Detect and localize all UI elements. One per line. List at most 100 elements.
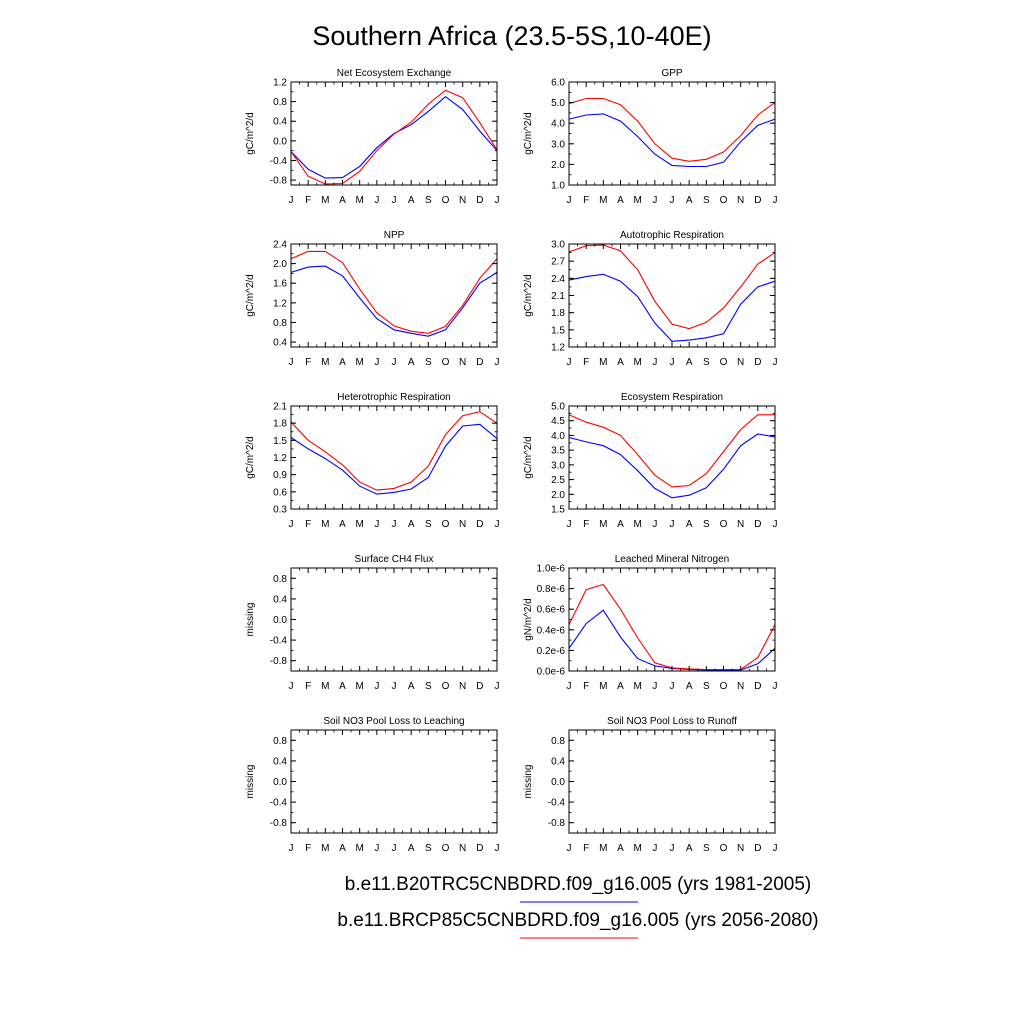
x-tick-label: A [617,195,624,206]
y-tick-label: 2.0 [551,160,565,171]
y-tick-label: 1.2 [551,343,565,354]
x-tick-label: F [305,357,311,368]
x-tick-label: O [442,681,450,692]
series-line-rcp [568,97,776,162]
plot-frame [290,243,498,348]
plot-frame [568,567,776,672]
y-tick-label: 1.5 [551,505,565,516]
y-tick-label: 3.0 [551,240,565,251]
x-tick-label: D [476,681,483,692]
legend-label-hist: b.e11.B20TRC5CNBDRD.f09_g16.005 (yrs 198… [345,874,811,895]
x-tick-label: J [670,843,675,854]
x-tick-label: A [339,195,346,206]
panel-title: NPP [384,230,405,241]
x-tick-label: M [321,843,329,854]
x-tick-label: J [495,843,500,854]
y-tick-label: 0.4 [551,756,565,767]
x-tick-label: S [425,519,432,530]
series-line-hist [290,265,498,337]
x-tick-label: O [442,843,450,854]
panel-title: Autotrophic Respiration [620,230,724,241]
series-line-hist [568,113,776,168]
x-tick-label: O [720,681,728,692]
panel-title: Soil NO3 Pool Loss to Runoff [607,716,737,727]
panel-title: Ecosystem Respiration [621,392,723,403]
y-tick-label: 0.8 [551,736,565,747]
series-line-rcp [568,583,776,671]
x-tick-label: M [599,357,607,368]
x-tick-label: M [355,681,363,692]
x-tick-label: O [720,195,728,206]
y-tick-label: 1.5 [273,436,287,447]
x-tick-label: J [567,681,572,692]
x-tick-label: J [374,681,379,692]
x-tick-label: A [408,195,415,206]
x-tick-label: M [321,357,329,368]
plot-frame [568,405,776,510]
x-tick-label: M [321,195,329,206]
x-tick-label: A [408,519,415,530]
x-tick-label: D [476,843,483,854]
x-tick-label: J [652,681,657,692]
y-axis-label: gC/m^2/d [523,274,534,317]
y-tick-label: 0.8 [273,97,287,108]
y-tick-label: 0.8 [273,318,287,329]
y-tick-label: 3.0 [551,460,565,471]
x-tick-label: J [374,357,379,368]
x-tick-label: J [773,519,778,530]
x-tick-label: A [686,519,693,530]
x-tick-label: F [583,357,589,368]
x-tick-label: J [652,843,657,854]
x-tick-label: O [442,519,450,530]
y-axis-label: gN/m^2/d [523,598,534,641]
y-tick-label: 5.0 [551,402,565,413]
x-tick-label: J [495,357,500,368]
y-tick-label: 4.0 [551,119,565,130]
x-tick-label: N [737,195,744,206]
series-line-hist [568,273,776,342]
x-tick-label: O [442,195,450,206]
y-tick-label: 2.5 [551,475,565,486]
x-tick-label: J [374,843,379,854]
x-tick-label: A [339,519,346,530]
x-tick-label: S [703,519,710,530]
y-axis-label: missing [523,765,534,799]
plot-frame [290,567,498,672]
y-tick-label: 1.6 [273,279,287,290]
y-axis-label: gC/m^2/d [523,436,534,479]
y-tick-label: 2.0 [273,259,287,270]
x-tick-label: M [633,195,641,206]
x-tick-label: J [495,681,500,692]
y-tick-label: 0.0 [551,777,565,788]
x-tick-label: A [339,843,346,854]
x-tick-label: J [289,843,294,854]
y-tick-label: 2.0 [551,490,565,501]
y-axis-label: gC/m^2/d [245,274,256,317]
x-tick-label: A [686,681,693,692]
x-tick-label: J [670,519,675,530]
y-tick-label: 4.0 [551,431,565,442]
x-tick-label: N [459,843,466,854]
y-tick-label: 0.2e-6 [537,646,566,657]
x-tick-label: J [773,681,778,692]
x-tick-label: N [459,519,466,530]
y-tick-label: 1.2 [273,453,287,464]
y-tick-label: 2.4 [551,274,565,285]
y-tick-label: -0.4 [270,636,288,647]
panel-title: GPP [661,68,682,79]
y-axis-label: gC/m^2/d [245,112,256,155]
x-tick-label: M [355,195,363,206]
y-tick-label: 0.0 [273,136,287,147]
y-tick-label: 1.8 [273,419,287,430]
x-tick-label: N [737,519,744,530]
x-tick-label: O [720,843,728,854]
